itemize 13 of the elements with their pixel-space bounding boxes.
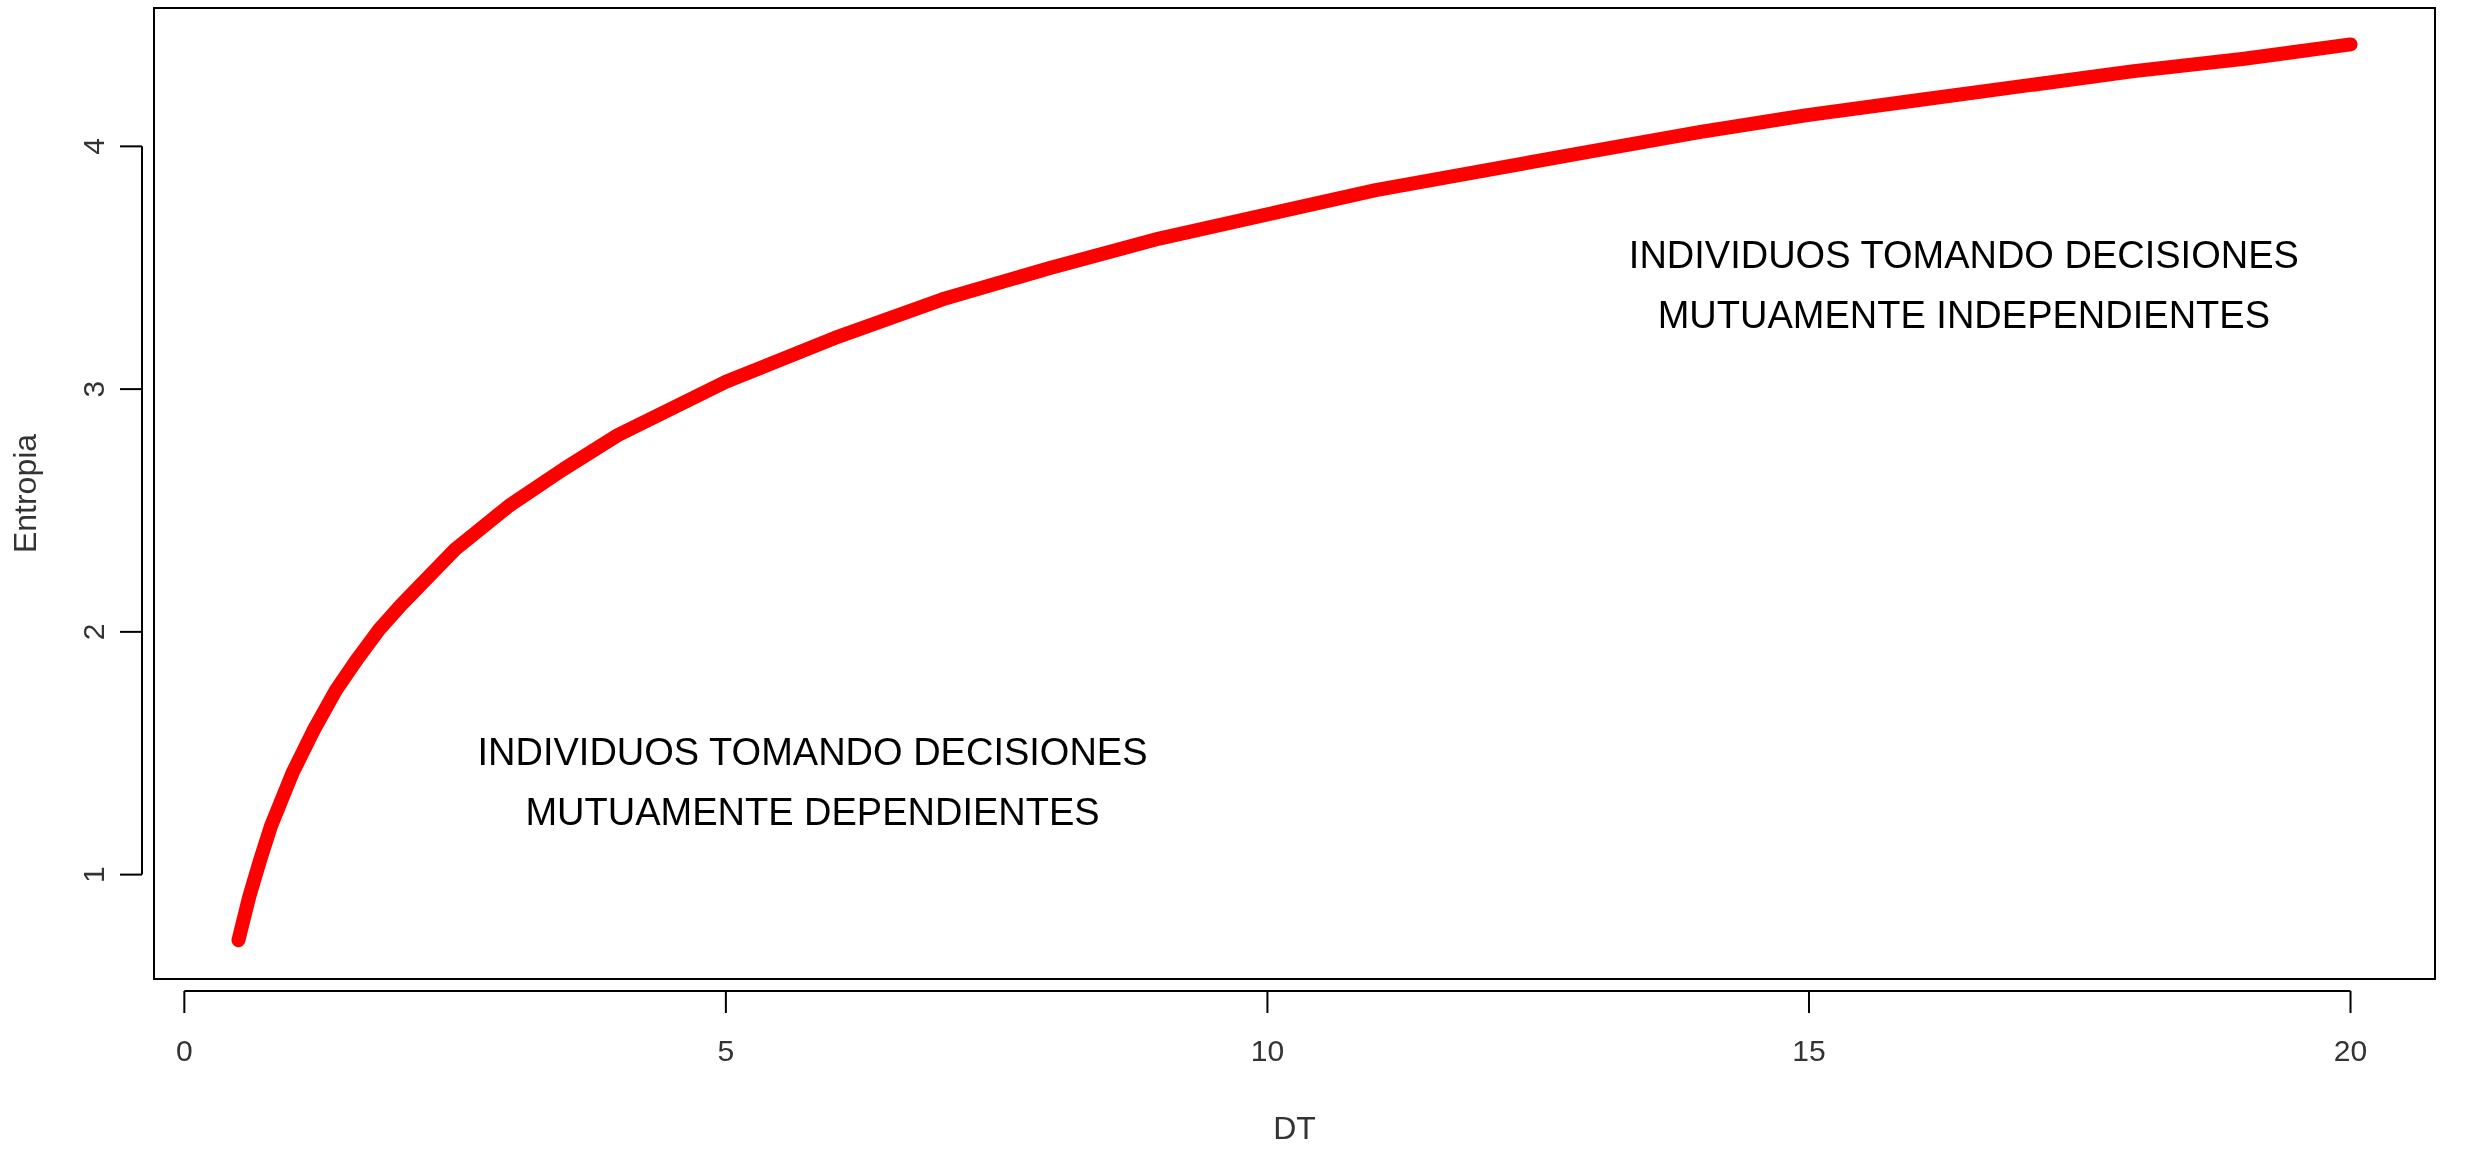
x-tick-label: 5 xyxy=(717,1034,735,1067)
y-tick-label: 1 xyxy=(77,866,110,883)
x-tick-label: 0 xyxy=(175,1034,193,1067)
annotation: INDIVIDUOS TOMANDO DECISIONES MUTUAMENTE INDEPENDIENTES xyxy=(1628,233,2299,336)
y-tick-label: 4 xyxy=(77,138,110,155)
x-tick-label: 20 xyxy=(2333,1034,2368,1067)
y-axis-title: Entropia xyxy=(7,433,43,554)
x-tick-label: 10 xyxy=(1250,1034,1285,1067)
y-tick-label: 3 xyxy=(77,380,110,398)
x-tick-label: 15 xyxy=(1792,1034,1826,1067)
y-tick-label: 2 xyxy=(77,623,110,641)
x-axis-title: DT xyxy=(1273,1110,1316,1146)
annotation: INDIVIDUOS TOMANDO DECISIONES MUTUAMENTE DEPENDIENTES xyxy=(477,731,1148,834)
